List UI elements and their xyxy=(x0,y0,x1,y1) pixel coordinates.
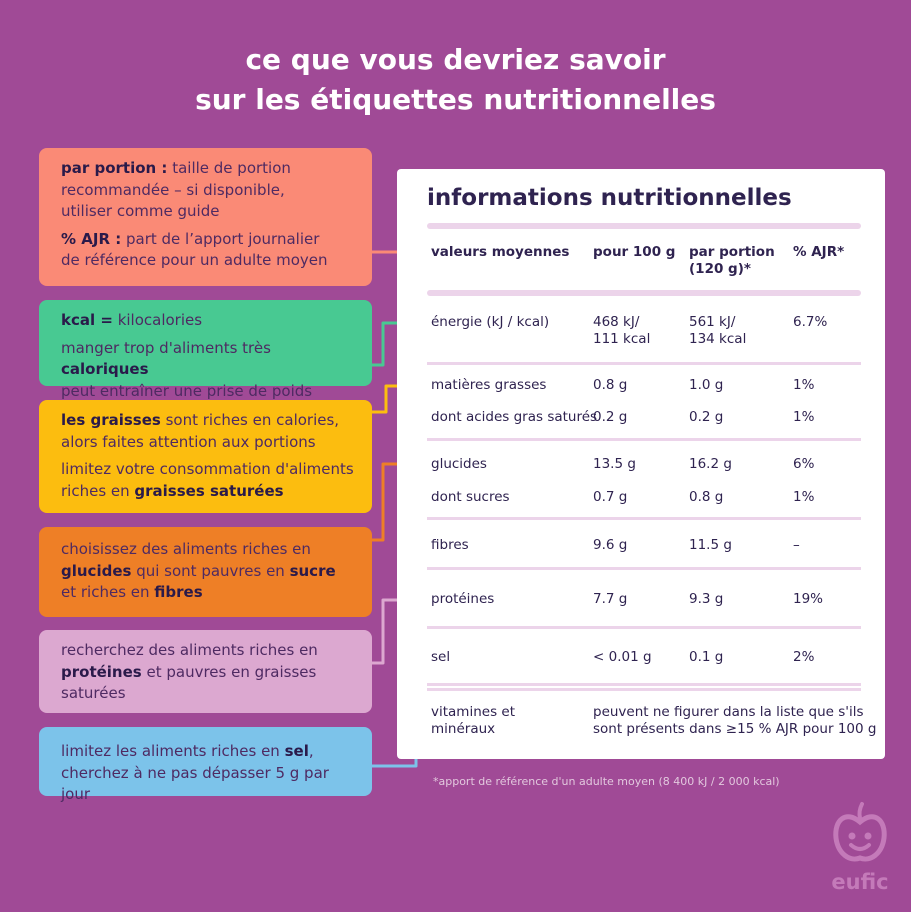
salt-info-box: limitez les aliments riches en sel, cherc… xyxy=(39,727,372,803)
vitamins-note: peuvent ne figurer dans la liste que s'i… xyxy=(593,704,877,737)
portion-term: par portion : xyxy=(61,159,168,177)
logo-text: eufic xyxy=(831,870,889,894)
portion-text: par portion : taille de portion recommand… xyxy=(61,159,291,220)
divider xyxy=(427,567,861,570)
kcal-definition: kcal = kilocalories xyxy=(61,311,203,329)
kcal-advice: manger trop d'aliments très caloriques pe… xyxy=(61,338,313,400)
divider xyxy=(427,683,861,686)
title-line-1: ce que vous devriez savoir xyxy=(245,43,666,76)
protein-advice: recherchez des aliments riches en protéin… xyxy=(61,641,318,702)
divider xyxy=(427,688,861,691)
header-col-portion: par portion (120 g)* xyxy=(689,244,775,277)
fat-advice-2: limitez votre consommation d'aliments ric… xyxy=(61,460,354,500)
nutrition-panel: informations nutritionnelles valeurs moy… xyxy=(397,169,885,759)
carbs-info-box: choisissez des aliments riches en glucide… xyxy=(39,527,372,617)
carbs-advice: choisissez des aliments riches en glucide… xyxy=(61,540,336,601)
divider xyxy=(427,362,861,365)
eufic-logo: eufic xyxy=(826,800,894,900)
page-title: ce que vous devriez savoir sur les étiqu… xyxy=(0,40,911,120)
panel-title: informations nutritionnelles xyxy=(427,185,792,211)
title-line-2: sur les étiquettes nutritionnelles xyxy=(195,83,716,116)
divider xyxy=(427,438,861,441)
divider xyxy=(427,517,861,520)
divider xyxy=(427,626,861,629)
kcal-info-box: kcal = kilocalories manger trop d'alimen… xyxy=(39,300,372,400)
protein-info-box: recherchez des aliments riches en protéin… xyxy=(39,630,372,713)
fat-info-box: les graisses sont riches en calories, alo… xyxy=(39,400,372,513)
apple-face-icon xyxy=(833,802,887,862)
divider xyxy=(427,223,861,229)
fat-advice-1: les graisses sont riches en calories, alo… xyxy=(61,411,340,451)
footnote: *apport de référence d'un adulte moyen (… xyxy=(433,775,780,788)
divider xyxy=(427,290,861,296)
ajr-term: % AJR : xyxy=(61,229,122,248)
header-col-ajr: % AJR* xyxy=(793,244,845,260)
salt-advice: limitez les aliments riches en sel, cherc… xyxy=(61,742,329,803)
header-col-average: valeurs moyennes xyxy=(431,244,570,260)
ajr-text: % AJR : part de l’apport journalier de ré… xyxy=(61,229,328,270)
header-col-per100: pour 100 g xyxy=(593,244,676,260)
portion-info-box: par portion : taille de portion recommand… xyxy=(39,148,372,286)
